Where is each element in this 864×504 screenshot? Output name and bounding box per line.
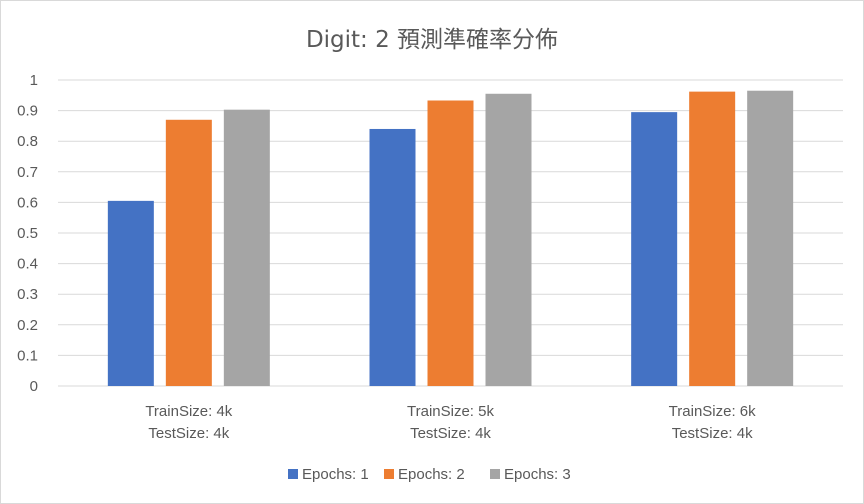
bar-epochs-1-2 (369, 128, 416, 386)
bar-epochs-3-2 (485, 93, 532, 387)
category-label: TestSize: 4k (148, 425, 229, 442)
bar-epochs-1-1 (107, 200, 154, 386)
bar-epochs-3-1 (223, 109, 270, 386)
chart-title: Digit: 2 預測準確率分佈 (306, 27, 558, 53)
y-tick-label: 1 (30, 72, 38, 89)
y-tick-label: 0.7 (17, 164, 38, 181)
legend-label: Epochs: 3 (504, 466, 571, 483)
y-tick-label: 0 (30, 378, 38, 395)
category-label: TestSize: 4k (410, 425, 491, 442)
bar-epochs-2-2 (427, 100, 474, 386)
bar-epochs-2-1 (165, 119, 212, 386)
legend-label: Epochs: 2 (398, 466, 465, 483)
legend: Epochs: 1 Epochs: 2 Epochs: 3 (288, 466, 571, 483)
legend-swatch (490, 469, 500, 479)
y-tick-label: 0.1 (17, 347, 38, 364)
legend-swatch (288, 469, 298, 479)
y-tick-label: 0.4 (17, 256, 38, 273)
bars (107, 90, 794, 387)
y-axis-ticks: 0 0.1 0.2 0.3 0.4 0.5 0.6 0.7 0.8 0.9 1 (17, 72, 38, 395)
y-tick-label: 0.5 (17, 225, 38, 242)
bar-epochs-3-3 (747, 90, 794, 387)
y-tick-label: 0.3 (17, 286, 38, 303)
category-label: TrainSize: 4k (145, 403, 232, 420)
bar-epochs-2-3 (689, 91, 736, 387)
y-tick-label: 0.6 (17, 194, 38, 211)
y-tick-label: 0.8 (17, 133, 38, 150)
legend-swatch (384, 469, 394, 479)
y-tick-label: 0.2 (17, 317, 38, 334)
category-label: TrainSize: 5k (407, 403, 494, 420)
bar-epochs-1-3 (631, 112, 678, 386)
x-axis-categories: TrainSize: 4k TestSize: 4k TrainSize: 5k Te… (145, 403, 756, 442)
category-label: TestSize: 4k (672, 425, 753, 442)
category-label: TrainSize: 6k (669, 403, 756, 420)
y-tick-label: 0.9 (17, 103, 38, 120)
legend-label: Epochs: 1 (302, 466, 369, 483)
